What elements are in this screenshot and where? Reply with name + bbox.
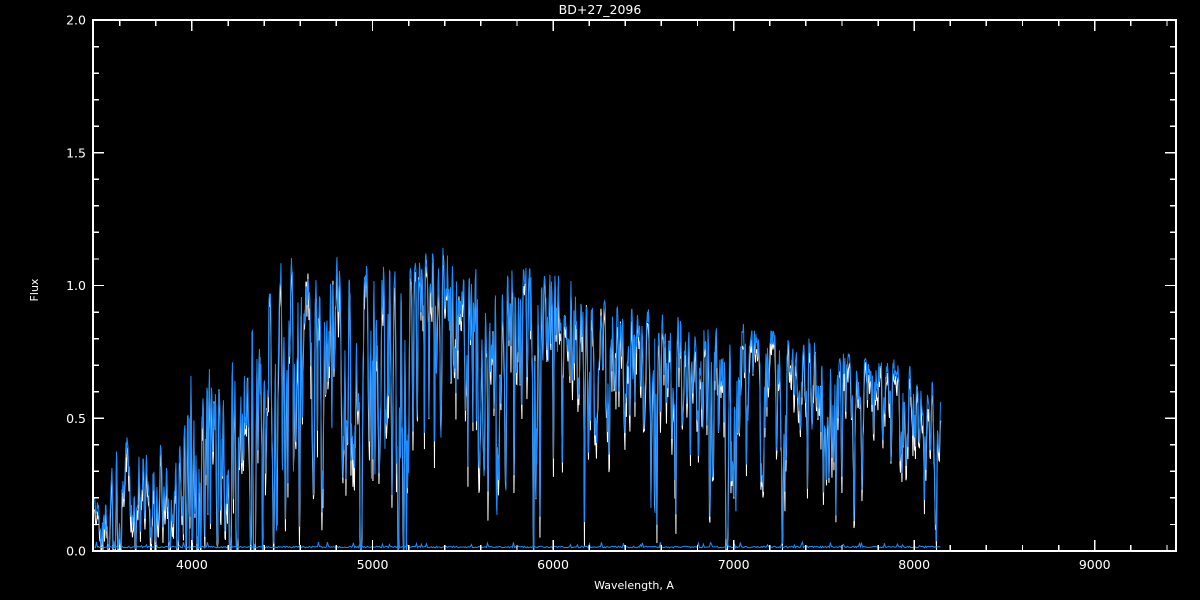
x-tick-label: 4000 (176, 557, 208, 572)
x-tick-label: 5000 (357, 557, 389, 572)
axis-tick-labels: 4000 5000 6000 7000 8000 9000 0.0 0.5 1.0 1.5 2.0 (66, 13, 1111, 573)
x-tick-label: 9000 (1079, 557, 1111, 572)
x-tick-label: 8000 (898, 557, 930, 572)
x-tick-label: 6000 (537, 557, 569, 572)
y-tick-label: 0.5 (66, 411, 86, 426)
y-tick-label: 1.0 (66, 278, 86, 293)
plot-frame (92, 19, 1177, 552)
y-tick-label: 2.0 (66, 13, 86, 28)
y-axis-label: Flux (28, 278, 41, 301)
x-axis-label: Wavelength, A (594, 579, 674, 592)
x-tick-label: 7000 (718, 557, 750, 572)
observed-spectrum-trace (93, 247, 942, 552)
axis-ticks (93, 19, 1176, 552)
page-title: BD+27_2096 (559, 2, 642, 17)
y-tick-label: 1.5 (66, 145, 86, 160)
y-tick-label: 0.0 (66, 544, 86, 559)
